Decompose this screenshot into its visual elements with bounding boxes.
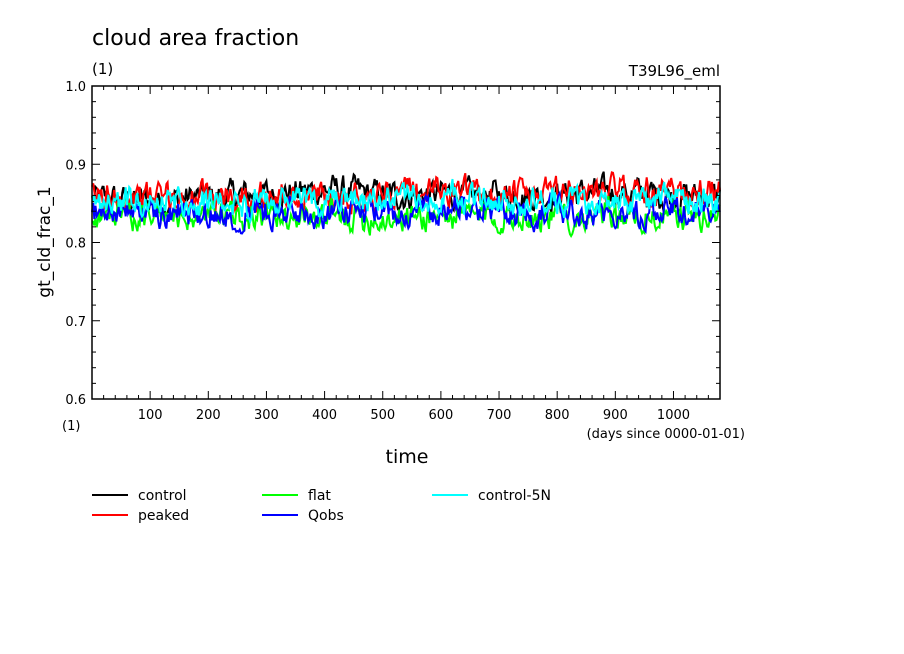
y-axis-unit: (1) bbox=[62, 419, 80, 434]
x-tick-label: 100 bbox=[138, 408, 163, 423]
y-tick-label: 0.7 bbox=[65, 315, 86, 330]
legend-label: control bbox=[138, 488, 187, 504]
y-tick-label: 0.6 bbox=[65, 393, 86, 408]
x-axis-label: time bbox=[386, 446, 429, 468]
legend-label: control-5N bbox=[478, 488, 551, 504]
series-line-control-5n bbox=[91, 178, 721, 225]
tick-layer: 100 200 300 400 500 600 700 800 900 1000 0.6 0.7 0.8… bbox=[65, 80, 720, 423]
y-tick-label: 0.9 bbox=[65, 158, 86, 173]
legend: control peaked flat Qobs control-5N bbox=[92, 488, 551, 524]
legend-item: control-5N bbox=[432, 488, 551, 504]
y-tick-label: 1.0 bbox=[65, 80, 86, 95]
legend-label: Qobs bbox=[308, 508, 344, 524]
legend-label: peaked bbox=[138, 508, 189, 524]
y-tick-label: 0.8 bbox=[65, 237, 86, 252]
chart-title: cloud area fraction bbox=[92, 26, 299, 51]
legend-item: flat bbox=[262, 488, 331, 504]
x-tick-label: 700 bbox=[487, 408, 512, 423]
x-axis-unit: (days since 0000-01-01) bbox=[587, 427, 745, 442]
x-tick-label: 300 bbox=[254, 408, 279, 423]
legend-item: control bbox=[92, 488, 187, 504]
title-unit: (1) bbox=[92, 60, 113, 78]
y-axis-label: gt_cld_frac_1 bbox=[35, 186, 55, 297]
x-tick-label: 600 bbox=[428, 408, 453, 423]
plot-frame bbox=[91, 85, 721, 400]
x-tick-label: 900 bbox=[603, 408, 628, 423]
x-tick-label: 400 bbox=[312, 408, 337, 423]
legend-item: peaked bbox=[92, 508, 189, 524]
legend-label: flat bbox=[308, 488, 331, 504]
x-tick-label: 1000 bbox=[657, 408, 690, 423]
chart-subtitle-right: T39L96_eml bbox=[628, 62, 720, 81]
legend-item: Qobs bbox=[262, 508, 344, 524]
series-layer bbox=[91, 171, 721, 238]
x-tick-label: 800 bbox=[545, 408, 570, 423]
x-tick-label: 500 bbox=[370, 408, 395, 423]
x-tick-label: 200 bbox=[196, 408, 221, 423]
